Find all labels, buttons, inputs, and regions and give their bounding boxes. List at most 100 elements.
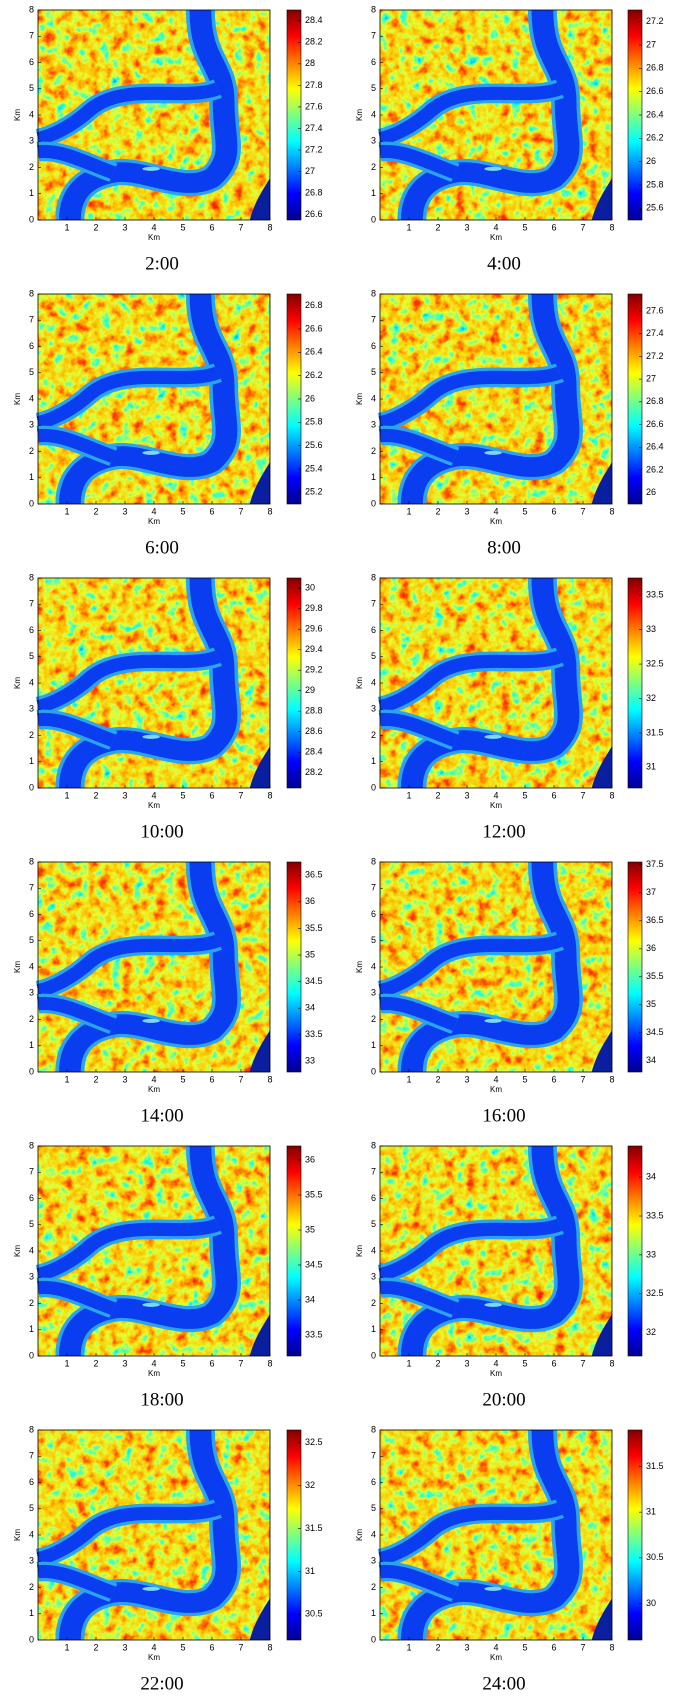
river-channel (36, 366, 221, 430)
x-tick-label: 3 (464, 506, 469, 516)
x-tick-label: 8 (267, 790, 272, 800)
river-channel (37, 1564, 117, 1599)
river-channel (379, 712, 459, 747)
island (484, 1018, 502, 1023)
colorbar-tick-label: 28.2 (305, 767, 323, 777)
colorbar-tick-label: 35.5 (305, 1189, 323, 1199)
panel: 1 2 3 4 5 6 7 8 0 1 2 3 4 5 6 7 8 Km Km 22:00 30.5 31 31.5 32 32… (13, 1424, 322, 1694)
island (142, 1586, 160, 1591)
x-tick-label: 7 (238, 506, 243, 516)
y-tick-label: 8 (371, 288, 376, 298)
y-tick-label: 0 (371, 498, 376, 508)
y-tick-label: 3 (371, 420, 376, 430)
x-tick-label: 4 (151, 1074, 156, 1084)
x-tick-label: 3 (122, 506, 127, 516)
river-channel (379, 1280, 459, 1315)
x-tick-label: 8 (267, 1358, 272, 1368)
x-tick-label: 4 (493, 790, 498, 800)
x-tick-label: 3 (122, 790, 127, 800)
river (377, 9, 612, 221)
y-axis-label: Km (355, 109, 364, 121)
colorbar (627, 1429, 643, 1641)
y-tick-label: 6 (29, 1477, 34, 1487)
colorbar-tick-label: 31.5 (646, 727, 664, 737)
y-tick-label: 5 (371, 651, 376, 661)
x-tick-label: 4 (151, 1358, 156, 1368)
colorbar-tick-label: 32.5 (305, 1437, 323, 1447)
river-channel (37, 712, 117, 747)
y-tick-label: 8 (29, 1424, 34, 1434)
colorbar-tick-label: 36 (305, 1154, 315, 1164)
y-tick-label: 6 (371, 57, 376, 67)
y-tick-label: 8 (29, 572, 34, 582)
colorbar-tick-label: 26.2 (646, 464, 664, 474)
x-tick-label: 8 (609, 222, 614, 232)
x-tick-label: 8 (267, 1642, 272, 1652)
y-axis-label: Km (13, 1529, 22, 1541)
colorbar-tick-label: 33 (646, 624, 656, 634)
colorbar (627, 1145, 643, 1357)
x-tick-label: 6 (551, 790, 556, 800)
y-tick-label: 7 (29, 1167, 34, 1177)
y-tick-label: 4 (29, 677, 34, 687)
y-tick-label: 6 (371, 341, 376, 351)
panel: 1 2 3 4 5 6 7 8012345678KmKm16:003434.53535.536… (355, 856, 663, 1126)
dark-area (591, 746, 612, 788)
y-tick-label: 8 (29, 288, 34, 298)
x-tick-label: 4 (493, 1074, 498, 1084)
colorbar-tick-label: 26.2 (646, 133, 664, 143)
y-tick-label: 2 (371, 1014, 376, 1024)
river (377, 1429, 612, 1641)
colorbar-tick-label: 31 (646, 762, 656, 772)
colorbar-tick-label: 37 (646, 887, 656, 897)
x-tick-label: 1 (64, 1358, 69, 1368)
river-channel (36, 82, 221, 146)
y-tick-label: 3 (371, 1556, 376, 1566)
colorbar-tick-label: 28.2 (305, 37, 323, 47)
panel: 1 2 3 4 5 6 7 8 0 1 2 3 4 5 6 7 8 Km Km 12:00 31 31.5 32 32.5 33… (355, 572, 663, 842)
river-channel (378, 934, 563, 998)
panel-caption: 2:00 (145, 253, 179, 274)
x-tick-label: 6 (209, 1358, 214, 1368)
colorbar-tick-label: 29.2 (305, 665, 323, 675)
y-tick-label: 5 (371, 367, 376, 377)
x-tick-label: 5 (180, 790, 185, 800)
river-channel (36, 934, 221, 998)
colorbar-tick-label: 29.6 (305, 624, 323, 634)
x-axis-label: Km (490, 517, 502, 526)
panel: 1 2 3 4 5 6 7 8012345678KmKm14:003333.53434.535… (13, 856, 322, 1126)
colorbar-tick-label: 27 (305, 166, 315, 176)
colorbar-tick-label: 28.8 (305, 706, 323, 716)
x-tick-label: 5 (522, 1642, 527, 1652)
x-tick-label: 8 (267, 1074, 272, 1084)
x-axis-label: Km (148, 1653, 160, 1662)
river-channel (378, 650, 563, 714)
y-tick-label: 3 (29, 988, 34, 998)
x-tick-label: 2 (93, 506, 98, 516)
river (377, 1145, 612, 1357)
colorbar-tick-label: 26.4 (305, 347, 323, 357)
colorbar-tick-label: 26.6 (305, 323, 323, 333)
y-tick-label: 1 (29, 188, 34, 198)
colorbar-tick-label: 35 (305, 1224, 315, 1234)
y-tick-label: 0 (29, 1066, 34, 1076)
y-tick-label: 2 (29, 162, 34, 172)
y-tick-label: 6 (29, 909, 34, 919)
river (35, 1429, 270, 1641)
colorbar-tick-label: 29.8 (305, 603, 323, 613)
river-channel (378, 366, 563, 430)
y-tick-label: 6 (371, 909, 376, 919)
y-tick-label: 4 (371, 961, 376, 971)
x-axis-label: Km (148, 233, 160, 242)
x-tick-label: 2 (435, 1642, 440, 1652)
colorbar-tick-label: 25.8 (305, 417, 323, 427)
x-tick-label: 1 (406, 506, 411, 516)
y-tick-label: 1 (29, 472, 34, 482)
colorbar-tick-label: 33.5 (646, 1210, 664, 1220)
y-tick-label: 4 (371, 393, 376, 403)
y-tick-label: 2 (29, 1582, 34, 1592)
colorbar-tick-label: 25.4 (305, 463, 323, 473)
x-axis-label: Km (148, 1369, 160, 1378)
colorbar-tick-label: 27.2 (646, 351, 664, 361)
x-tick-label: 3 (122, 1074, 127, 1084)
